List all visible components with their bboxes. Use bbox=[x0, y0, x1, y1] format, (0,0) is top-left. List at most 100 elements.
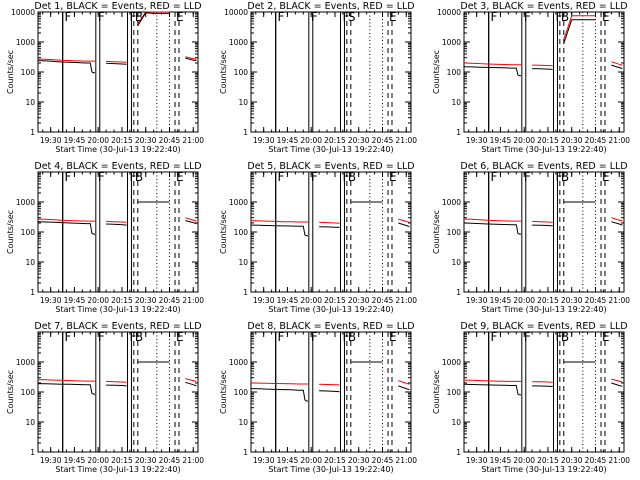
x-tick-label: 19:30 bbox=[40, 296, 62, 305]
x-tick-label: 19:45 bbox=[490, 136, 512, 145]
y-tick-label: 10000 bbox=[11, 8, 35, 17]
gap-marker-label: F bbox=[491, 10, 498, 24]
panel-det-5: Det 5, BLACK = Events, RED = LLD 1 10 100 10… bbox=[219, 161, 417, 314]
x-tick-label: 20:15 bbox=[324, 456, 346, 465]
x-tick-label: 20:30 bbox=[348, 456, 370, 465]
y-axis-label: Counts/sec bbox=[6, 210, 15, 254]
lld-series-line bbox=[463, 361, 623, 383]
gap-marker-label: F bbox=[524, 10, 531, 24]
plot-frame bbox=[250, 331, 412, 453]
x-tick-label: 20:30 bbox=[561, 456, 583, 465]
x-tick-label: 20:15 bbox=[111, 136, 133, 145]
y-tick-label: 10 bbox=[451, 258, 461, 267]
x-tick-label: 20:30 bbox=[561, 296, 583, 305]
lld-series-line bbox=[37, 201, 197, 223]
x-tick-label: 20:45 bbox=[585, 456, 607, 465]
y-tick-label: 10 bbox=[238, 98, 248, 107]
plot-frame bbox=[37, 331, 199, 453]
plot-frame bbox=[463, 171, 625, 293]
x-tick-label: 21:00 bbox=[395, 136, 417, 145]
gap-marker-label: F bbox=[491, 170, 498, 184]
x-tick-label: 19:45 bbox=[64, 136, 86, 145]
x-tick-label: 21:00 bbox=[608, 296, 630, 305]
x-tick-label: 19:30 bbox=[253, 296, 275, 305]
gap-marker-label: F bbox=[98, 330, 105, 344]
panel-det-6: Det 6, BLACK = Events, RED = LLD 1 10 100 10… bbox=[432, 161, 630, 314]
x-axis-label: Start Time (30-Jul-13 19:22:40) bbox=[55, 145, 180, 154]
x-tick-label: 20:45 bbox=[159, 456, 181, 465]
x-tick-label: 19:45 bbox=[277, 296, 299, 305]
panel-det-1: Det 1, BLACK = Events, RED = LLD 1 10 100 10… bbox=[6, 1, 204, 154]
x-tick-label: 20:45 bbox=[585, 136, 607, 145]
x-tick-label: 21:00 bbox=[395, 456, 417, 465]
x-axis-label: Start Time (30-Jul-13 19:22:40) bbox=[481, 145, 606, 154]
gap-marker-label: F bbox=[98, 170, 105, 184]
events-series-line bbox=[250, 361, 410, 402]
y-axis-label: Counts/sec bbox=[6, 370, 15, 414]
event-marker-label: B bbox=[135, 10, 143, 24]
panel-title: Det 5, BLACK = Events, RED = LLD bbox=[247, 161, 414, 172]
event-marker-label: E bbox=[176, 170, 184, 184]
gap-marker-label: F bbox=[311, 170, 318, 184]
lld-series-line bbox=[463, 201, 623, 223]
event-marker-label: B bbox=[135, 170, 143, 184]
x-tick-label: 20:30 bbox=[135, 296, 157, 305]
plot-frame bbox=[37, 11, 199, 133]
x-tick-label: 21:00 bbox=[182, 456, 204, 465]
y-axis-label: Counts/sec bbox=[6, 50, 15, 94]
gap-marker-label: F bbox=[278, 170, 285, 184]
panel-title: Det 1, BLACK = Events, RED = LLD bbox=[34, 1, 201, 12]
x-tick-label: 20:15 bbox=[324, 296, 346, 305]
x-tick-label: 20:30 bbox=[348, 296, 370, 305]
event-marker-label: B bbox=[561, 330, 569, 344]
y-axis-label: Counts/sec bbox=[432, 370, 441, 414]
x-tick-label: 20:00 bbox=[513, 456, 535, 465]
gap-marker-label: F bbox=[343, 170, 350, 184]
gap-marker-label: F bbox=[343, 330, 350, 344]
x-tick-label: 20:45 bbox=[372, 296, 394, 305]
y-tick-label: 1000 bbox=[229, 198, 248, 207]
x-axis-label: Start Time (30-Jul-13 19:22:40) bbox=[268, 465, 393, 474]
y-tick-label: 10 bbox=[238, 258, 248, 267]
y-tick-label: 1000 bbox=[442, 198, 461, 207]
lld-series-line bbox=[463, 15, 623, 67]
y-tick-label: 100 bbox=[234, 68, 249, 77]
events-series-line bbox=[463, 19, 623, 77]
y-tick-label: 100 bbox=[234, 388, 249, 397]
plot-frame bbox=[250, 11, 412, 133]
plot-frame bbox=[37, 171, 199, 293]
y-tick-label: 1000 bbox=[16, 198, 35, 207]
event-marker-label: B bbox=[561, 170, 569, 184]
x-tick-label: 19:45 bbox=[277, 136, 299, 145]
x-tick-label: 20:00 bbox=[87, 456, 109, 465]
x-tick-label: 20:00 bbox=[300, 456, 322, 465]
gap-marker-label: F bbox=[556, 330, 563, 344]
x-axis-label: Start Time (30-Jul-13 19:22:40) bbox=[55, 465, 180, 474]
gap-marker-label: F bbox=[311, 10, 318, 24]
y-axis-label: Counts/sec bbox=[219, 50, 228, 94]
x-axis-label: Start Time (30-Jul-13 19:22:40) bbox=[55, 305, 180, 314]
x-tick-label: 21:00 bbox=[608, 456, 630, 465]
gap-marker-label: F bbox=[491, 330, 498, 344]
lld-series-line bbox=[37, 11, 197, 63]
x-tick-label: 20:45 bbox=[372, 136, 394, 145]
x-tick-label: 20:45 bbox=[372, 456, 394, 465]
events-series-line bbox=[37, 361, 197, 395]
x-tick-label: 19:30 bbox=[253, 136, 275, 145]
y-tick-label: 1000 bbox=[16, 38, 35, 47]
gap-marker-label: F bbox=[311, 330, 318, 344]
x-tick-label: 20:30 bbox=[135, 456, 157, 465]
event-marker-label: S bbox=[348, 10, 356, 24]
event-marker-label: E bbox=[176, 10, 184, 24]
x-tick-label: 21:00 bbox=[182, 296, 204, 305]
y-tick-label: 100 bbox=[234, 228, 249, 237]
panel-det-7: Det 7, BLACK = Events, RED = LLD 1 10 100 10… bbox=[6, 321, 204, 474]
gap-marker-label: F bbox=[65, 10, 72, 24]
y-tick-label: 10000 bbox=[224, 8, 248, 17]
x-tick-label: 21:00 bbox=[608, 136, 630, 145]
x-tick-label: 20:15 bbox=[324, 136, 346, 145]
y-tick-label: 100 bbox=[447, 68, 462, 77]
x-axis-label: Start Time (30-Jul-13 19:22:40) bbox=[268, 145, 393, 154]
y-tick-label: 10000 bbox=[437, 8, 461, 17]
x-axis-label: Start Time (30-Jul-13 19:22:40) bbox=[268, 305, 393, 314]
